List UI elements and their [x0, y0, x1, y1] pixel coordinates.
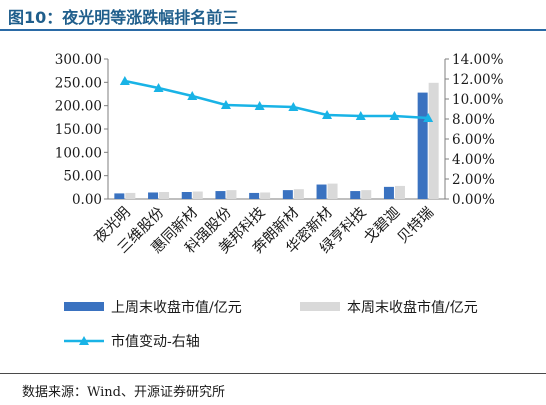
x-tick-label: 贝特瑞 — [394, 204, 437, 247]
right-tick-label: 12.00% — [452, 72, 504, 88]
title-rule — [0, 29, 546, 31]
change-marker — [389, 111, 400, 120]
bar-this-week — [125, 192, 136, 199]
change-marker — [187, 91, 198, 100]
bar-last-week — [114, 193, 125, 199]
bar-last-week — [148, 192, 159, 199]
bar-last-week — [215, 191, 226, 199]
bar-this-week — [226, 190, 237, 199]
bar-last-week — [249, 192, 260, 199]
bar-this-week — [192, 191, 203, 199]
change-marker — [322, 110, 333, 119]
bar-this-week — [260, 192, 271, 199]
legend-label-change: 市值变动-右轴 — [111, 333, 200, 350]
bar-this-week — [394, 185, 405, 199]
change-marker — [355, 111, 366, 120]
legend-marker-change — [79, 336, 89, 345]
bar-last-week — [417, 92, 428, 199]
bar-this-week — [159, 192, 170, 199]
right-tick-label: 8.00% — [452, 112, 495, 128]
right-tick-label: 6.00% — [452, 132, 495, 148]
left-tick-label: 300.00 — [55, 52, 102, 68]
right-tick-label: 4.00% — [452, 152, 495, 168]
figure-title: 图10：夜光明等涨跌幅排名前三 — [8, 8, 239, 27]
bar-this-week — [361, 190, 372, 199]
left-tick-label: 100.00 — [55, 145, 102, 161]
source-note: 数据来源：Wind、开源证券研究所 — [22, 385, 225, 400]
bar-last-week — [383, 186, 394, 199]
change-marker — [153, 83, 164, 92]
right-tick-label: 2.00% — [452, 172, 495, 188]
bar-this-week — [428, 82, 439, 199]
bar-this-week — [293, 189, 304, 199]
bar-last-week — [282, 190, 293, 199]
change-line — [124, 79, 429, 120]
left-axis: 0.00 50.00 100.00 150.00 200.00 250.00 300.00 — [55, 52, 445, 208]
left-tick-label: 200.00 — [55, 99, 102, 115]
chart: 0.0050.00100.00150.00200.00250.00300.00 … — [55, 52, 504, 350]
change-marker — [423, 113, 434, 122]
bar-last-week — [350, 191, 361, 199]
bar-this-week — [327, 183, 338, 199]
change-marker — [288, 102, 299, 111]
line-series — [119, 76, 434, 122]
left-tick-label: 50.00 — [63, 169, 102, 185]
bar-series — [114, 82, 439, 199]
right-tick-label: 10.00% — [452, 92, 504, 108]
change-marker — [220, 100, 231, 109]
legend-label-last-week: 上周末收盘市值/亿元 — [111, 299, 242, 316]
right-tick-label: 0.00% — [452, 192, 495, 208]
legend-label-this-week: 本周末收盘市值/亿元 — [347, 299, 478, 316]
bar-last-week — [181, 192, 192, 199]
left-tick-label: 0.00 — [72, 192, 102, 208]
legend-swatch-last-week — [64, 302, 104, 311]
change-marker — [254, 101, 265, 110]
legend-swatch-this-week — [300, 302, 340, 311]
x-tick-label: 戈碧迦 — [360, 204, 403, 247]
left-tick-label: 250.00 — [55, 75, 102, 91]
bar-last-week — [316, 184, 327, 199]
right-axis: 0.00% 2.00% 4.00% 6.00% 8.00% 10.00% 12.00% 14.… — [444, 52, 504, 208]
change-marker — [119, 76, 130, 85]
left-tick-label: 150.00 — [55, 122, 102, 138]
right-tick-label: 14.00% — [452, 52, 504, 68]
bottom-rule — [0, 373, 546, 374]
